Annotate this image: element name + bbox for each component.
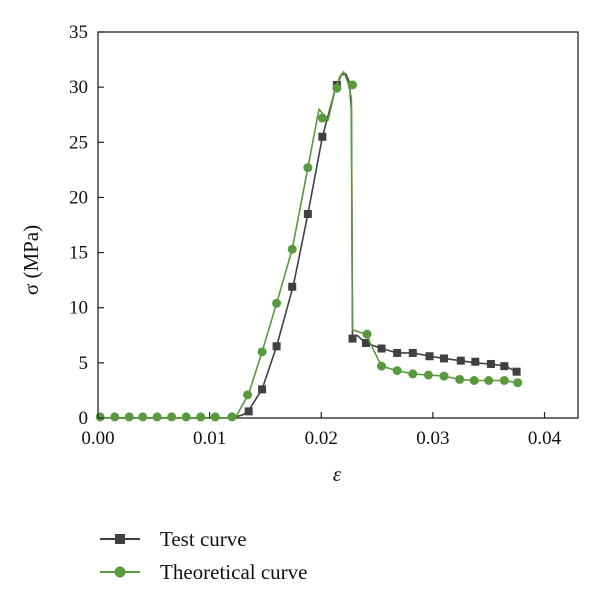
data-point-theoretical-curve bbox=[377, 361, 387, 371]
data-point-test-curve bbox=[377, 344, 386, 353]
data-point-test-curve bbox=[258, 385, 267, 394]
data-point-test-curve bbox=[500, 362, 509, 371]
data-point-test-curve bbox=[272, 342, 281, 351]
data-point-theoretical-curve bbox=[332, 83, 342, 93]
data-point-test-curve bbox=[318, 132, 327, 141]
series-layer bbox=[95, 70, 523, 422]
data-point-theoretical-curve bbox=[227, 412, 237, 422]
data-point-theoretical-curve bbox=[181, 412, 191, 422]
data-point-theoretical-curve bbox=[243, 390, 253, 400]
legend-label-theoretical-curve: Theoretical curve bbox=[160, 560, 308, 584]
legend-item-theoretical-curve: Theoretical curve bbox=[100, 560, 308, 584]
x-tick-label: 0.04 bbox=[528, 428, 562, 449]
series-line-test-curve bbox=[98, 73, 517, 419]
data-point-test-curve bbox=[486, 359, 495, 368]
data-point-theoretical-curve bbox=[138, 412, 148, 422]
data-point-theoretical-curve bbox=[287, 244, 297, 254]
data-point-theoretical-curve bbox=[317, 113, 327, 123]
data-point-theoretical-curve bbox=[303, 163, 313, 173]
y-tick-label: 10 bbox=[69, 298, 88, 319]
data-point-theoretical-curve bbox=[210, 412, 220, 422]
data-point-theoretical-curve bbox=[499, 376, 509, 386]
series-theoretical-curve bbox=[95, 70, 523, 422]
data-point-test-curve bbox=[440, 354, 449, 363]
data-point-theoretical-curve bbox=[439, 371, 449, 381]
legend: Test curve Theoretical curve bbox=[100, 527, 308, 584]
data-point-theoretical-curve bbox=[272, 298, 282, 308]
data-point-theoretical-curve bbox=[408, 369, 418, 379]
plot-frame bbox=[97, 31, 579, 419]
y-tick-label: 5 bbox=[79, 353, 89, 374]
data-point-test-curve bbox=[456, 356, 465, 365]
x-tick-label: 0.02 bbox=[305, 428, 338, 449]
plot-border bbox=[97, 31, 579, 419]
data-point-test-curve bbox=[425, 352, 434, 361]
y-axis-label: σ (MPa) bbox=[19, 225, 43, 295]
data-point-theoretical-curve bbox=[469, 376, 479, 386]
data-point-theoretical-curve bbox=[484, 376, 494, 386]
data-point-test-curve bbox=[393, 348, 402, 357]
data-point-test-curve bbox=[303, 209, 312, 218]
data-point-theoretical-curve bbox=[423, 370, 433, 380]
legend-marker-test-curve bbox=[115, 534, 125, 544]
y-tick-label: 25 bbox=[69, 132, 88, 153]
data-point-test-curve bbox=[348, 334, 357, 343]
data-point-theoretical-curve bbox=[152, 412, 162, 422]
data-point-theoretical-curve bbox=[392, 366, 402, 376]
x-tick-label: 0.01 bbox=[193, 428, 226, 449]
data-point-test-curve bbox=[288, 282, 297, 291]
data-point-test-curve bbox=[408, 348, 417, 357]
y-tick-label: 0 bbox=[79, 408, 89, 429]
data-point-theoretical-curve bbox=[124, 412, 134, 422]
data-point-theoretical-curve bbox=[362, 329, 372, 339]
data-point-theoretical-curve bbox=[196, 412, 206, 422]
legend-marker-theoretical-curve bbox=[114, 566, 126, 578]
x-tick-label: 0.00 bbox=[81, 428, 114, 449]
data-point-test-curve bbox=[512, 367, 521, 376]
y-tick-label: 35 bbox=[69, 22, 88, 43]
x-axis-label: ε bbox=[333, 462, 342, 486]
tick-layer: 0.00 0.01 0.02 0.03 0.04 0 5 10 15 20 25 30 35 bbox=[69, 22, 562, 449]
legend-label-test-curve: Test curve bbox=[160, 527, 247, 551]
data-point-test-curve bbox=[361, 339, 370, 348]
data-point-theoretical-curve bbox=[455, 374, 465, 384]
data-point-test-curve bbox=[471, 357, 480, 366]
data-point-theoretical-curve bbox=[110, 412, 120, 422]
y-tick-label: 15 bbox=[69, 243, 88, 264]
data-point-theoretical-curve bbox=[348, 80, 358, 90]
data-point-theoretical-curve bbox=[257, 347, 267, 357]
x-tick-label: 0.03 bbox=[416, 428, 449, 449]
y-tick-label: 20 bbox=[69, 187, 88, 208]
data-point-theoretical-curve bbox=[513, 378, 523, 388]
series-line-theoretical-curve bbox=[98, 70, 517, 419]
data-point-test-curve bbox=[244, 407, 253, 416]
data-point-theoretical-curve bbox=[95, 412, 105, 422]
y-tick-label: 30 bbox=[69, 77, 88, 98]
data-point-theoretical-curve bbox=[167, 412, 177, 422]
legend-item-test-curve: Test curve bbox=[100, 527, 247, 551]
series-test-curve bbox=[98, 73, 521, 419]
